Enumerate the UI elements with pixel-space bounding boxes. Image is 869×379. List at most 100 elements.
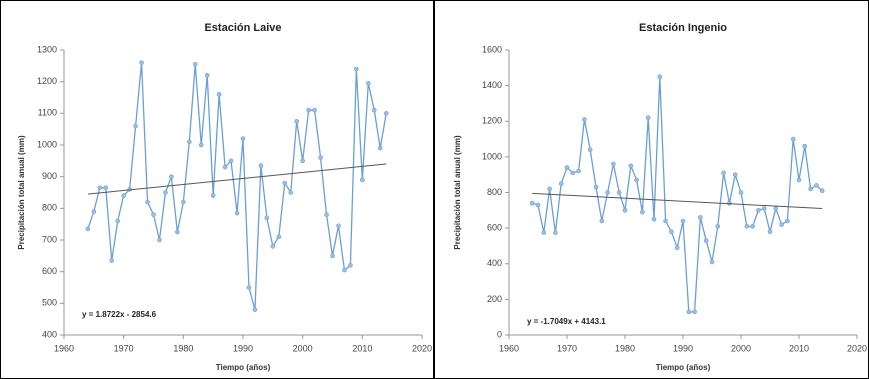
data-point xyxy=(330,253,335,259)
data-point xyxy=(663,218,668,224)
data-point xyxy=(377,145,383,151)
data-point xyxy=(294,118,300,124)
data-point xyxy=(587,147,593,153)
data-point xyxy=(222,164,228,170)
data-point xyxy=(371,107,377,113)
data-point xyxy=(354,66,359,72)
x-tick-label: 1990 xyxy=(673,343,693,353)
data-point xyxy=(773,206,779,211)
y-tick-label: 200 xyxy=(487,294,502,304)
data-point xyxy=(732,172,738,177)
data-point xyxy=(651,216,657,222)
data-point xyxy=(109,258,115,263)
data-point xyxy=(288,190,294,195)
data-point xyxy=(342,267,347,273)
data-point xyxy=(324,212,329,217)
data-point xyxy=(767,229,773,234)
x-tick-label: 1990 xyxy=(233,343,253,353)
data-point xyxy=(252,307,258,312)
data-point xyxy=(582,117,587,122)
data-point xyxy=(228,158,234,164)
y-tick-label: 1100 xyxy=(38,108,57,118)
data-point xyxy=(306,107,311,113)
data-point xyxy=(97,185,103,191)
y-tick-label: 1000 xyxy=(482,151,502,161)
y-tick-label: 1400 xyxy=(482,80,502,90)
data-point xyxy=(570,170,576,176)
x-tick-label: 2010 xyxy=(789,343,809,353)
data-point xyxy=(564,165,570,170)
data-point xyxy=(181,199,186,205)
data-point xyxy=(103,185,109,191)
data-point xyxy=(605,190,610,195)
data-point xyxy=(157,237,162,243)
data-point xyxy=(246,285,252,290)
data-point xyxy=(674,245,680,251)
data-point xyxy=(669,229,674,234)
data-point xyxy=(300,158,305,164)
x-tick-label: 2020 xyxy=(412,343,432,353)
y-tick-label: 600 xyxy=(42,266,57,276)
x-tick-label: 2020 xyxy=(847,343,867,353)
panel-border xyxy=(0,0,434,379)
data-point xyxy=(139,60,144,65)
y-tick-label: 1300 xyxy=(37,44,57,54)
y-axis-title: Precipitación total anual (mm) xyxy=(453,135,462,250)
x-tick-label: 2000 xyxy=(731,343,751,353)
data-point xyxy=(790,136,796,142)
x-tick-label: 1980 xyxy=(173,343,193,353)
data-point xyxy=(645,115,651,120)
data-point xyxy=(808,186,813,192)
data-point xyxy=(640,209,645,215)
data-point xyxy=(802,143,808,149)
data-point xyxy=(240,136,246,141)
data-point xyxy=(715,224,721,229)
data-point xyxy=(750,224,755,229)
data-point xyxy=(785,218,790,224)
y-tick-label: 1200 xyxy=(37,76,57,86)
data-point xyxy=(210,193,216,198)
data-point xyxy=(115,218,120,224)
chart-panel: Estación Laive 400 500 600 700 800 900 1000 1100… xyxy=(0,0,434,379)
data-point xyxy=(553,230,558,235)
data-point xyxy=(611,161,616,167)
data-point xyxy=(692,309,697,315)
data-point xyxy=(270,244,276,249)
data-point xyxy=(756,208,761,213)
data-point xyxy=(703,238,709,243)
data-point xyxy=(234,210,240,216)
data-point xyxy=(686,309,692,315)
data-point xyxy=(796,177,802,183)
chart-panel: Estación Ingenio 0 200 400 600 800 1000 1200 140… xyxy=(434,0,869,379)
data-point xyxy=(814,183,819,188)
data-point xyxy=(175,229,180,235)
y-tick-label: 400 xyxy=(42,329,57,339)
x-tick-label: 1960 xyxy=(54,343,74,353)
data-point xyxy=(738,190,744,195)
data-point xyxy=(169,174,174,179)
data-point xyxy=(529,200,535,206)
data-line xyxy=(87,62,387,310)
data-point xyxy=(258,163,264,168)
data-point xyxy=(383,111,389,116)
data-point xyxy=(204,73,210,78)
chart-title: Estación Ingenio xyxy=(639,22,727,34)
data-point xyxy=(192,61,198,67)
data-point xyxy=(547,186,552,192)
data-point xyxy=(187,139,192,145)
data-point xyxy=(622,208,628,213)
data-point xyxy=(121,193,126,198)
data-point xyxy=(744,224,750,229)
data-point xyxy=(133,123,138,129)
y-axis-title: Precipitación total anual (mm) xyxy=(17,135,26,250)
data-point xyxy=(91,209,97,214)
data-point xyxy=(282,180,288,186)
data-point xyxy=(593,184,599,190)
data-point xyxy=(721,170,726,176)
y-tick-label: 600 xyxy=(487,223,502,233)
data-point xyxy=(264,215,270,221)
data-point xyxy=(616,190,622,195)
data-point xyxy=(535,202,541,208)
data-point xyxy=(576,168,581,174)
x-axis-title: Tiempo (años) xyxy=(656,363,711,372)
